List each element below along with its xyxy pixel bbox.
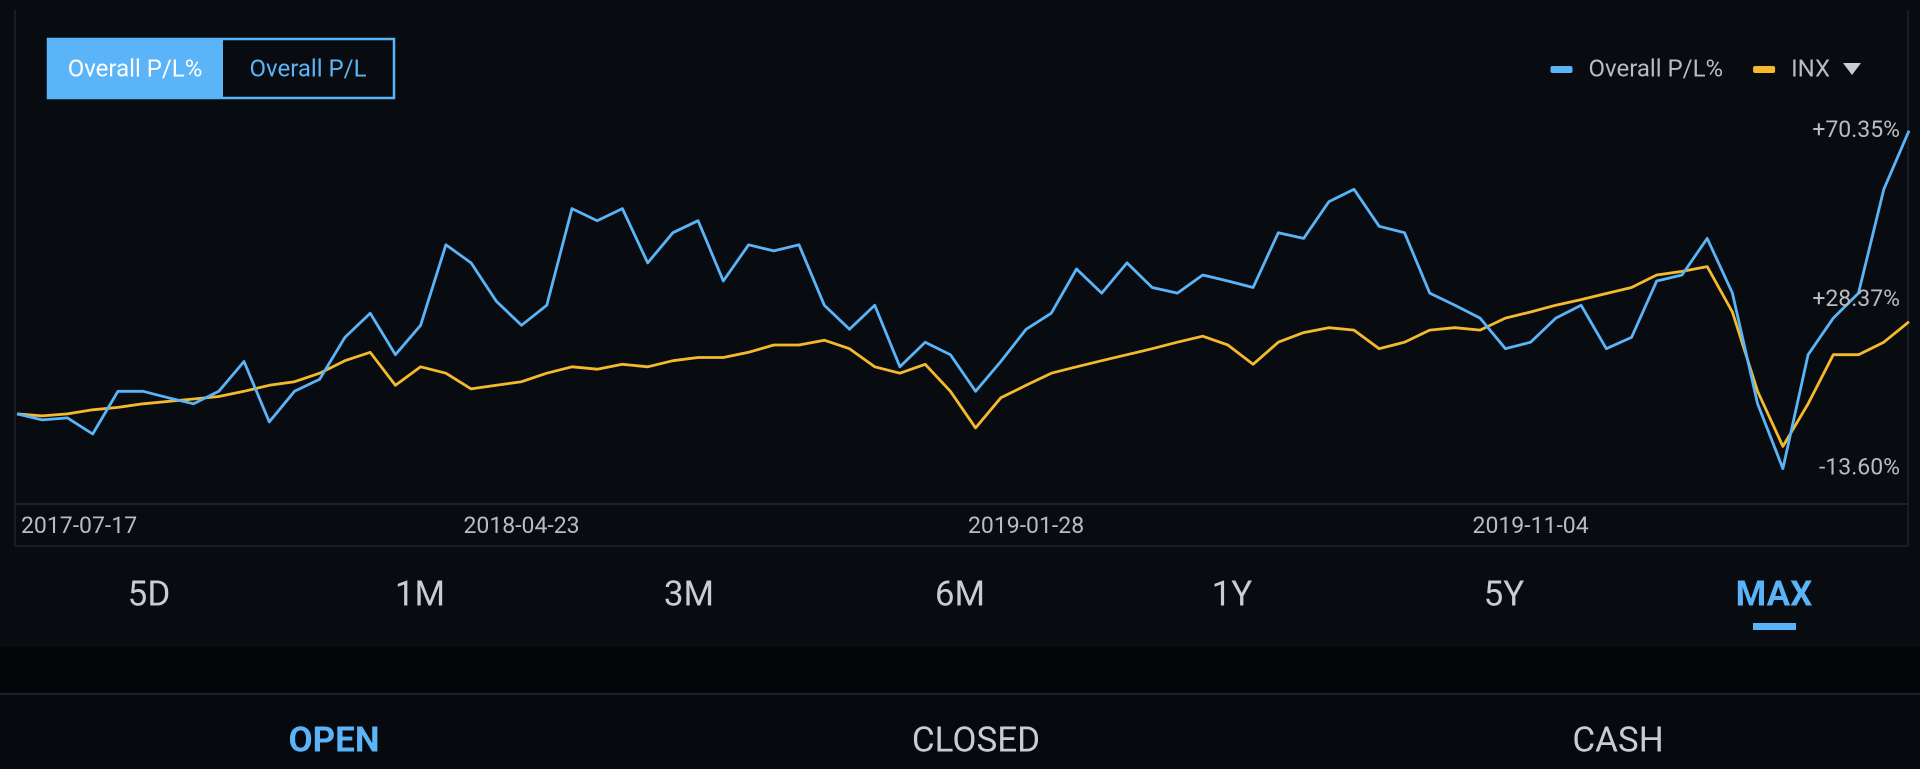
x-tick-label: 2018-04-23: [463, 512, 579, 539]
y-tick-label: +28.37%: [1812, 285, 1900, 312]
period-button[interactable]: 5Y: [1484, 573, 1525, 614]
toggle-option[interactable]: Overall P/L%: [68, 54, 203, 82]
x-tick-label: 2017-07-17: [21, 512, 137, 539]
tab-bar: [0, 694, 1920, 769]
chart-panel: [0, 0, 1920, 647]
toggle-option[interactable]: Overall P/L: [249, 54, 366, 82]
series-line: [16, 265, 1910, 448]
period-button[interactable]: 3M: [664, 573, 714, 614]
period-underline: [1753, 623, 1796, 630]
period-button[interactable]: 1Y: [1212, 573, 1253, 614]
legend[interactable]: INX Overall P/L%: [1550, 54, 1830, 82]
legend-label: Overall P/L%: [1588, 54, 1723, 82]
x-tick-label: 2019-01-28: [968, 512, 1084, 539]
plot: 2017-07-17 2018-04-23 2019-01-28 2019-11-04…: [16, 116, 1911, 539]
tab[interactable]: CASH: [1572, 719, 1663, 760]
tabs: OPEN CLOSED CASH: [288, 719, 1663, 760]
y-tick-label: +70.35%: [1812, 116, 1900, 143]
separator-band: [0, 647, 1920, 694]
tab[interactable]: CLOSED: [912, 719, 1040, 760]
series-line: [16, 130, 1911, 470]
period-button[interactable]: 5D: [128, 573, 171, 614]
legend-label: INX: [1791, 54, 1830, 82]
period-selector: 5D 1M 3M 6M 1Y 5Y MAX: [128, 573, 1813, 614]
legend-dropdown[interactable]: [1843, 63, 1861, 75]
period-button[interactable]: 6M: [935, 573, 985, 614]
x-tick-label: 2019-11-04: [1473, 512, 1589, 539]
y-tick-label: -13.60%: [1819, 454, 1900, 481]
legend-swatch: [1753, 66, 1776, 73]
tab[interactable]: OPEN: [288, 719, 379, 760]
legend-swatch: [1550, 66, 1573, 73]
toggle-active[interactable]: [48, 39, 223, 98]
period-button[interactable]: MAX: [1736, 573, 1813, 614]
period-button[interactable]: 1M: [395, 573, 445, 614]
